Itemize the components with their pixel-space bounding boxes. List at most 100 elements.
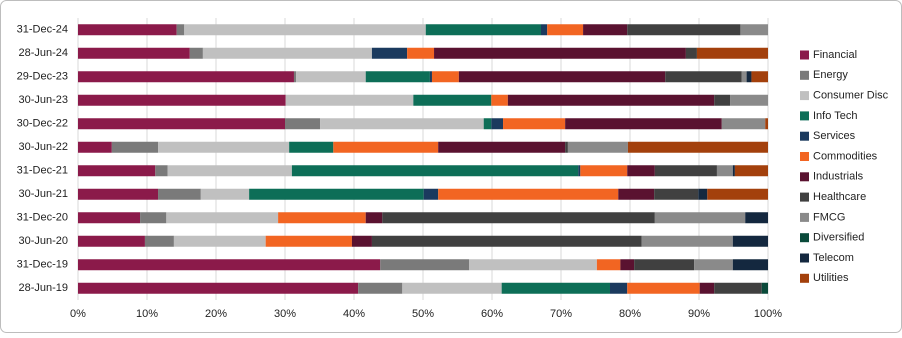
bar-segment bbox=[293, 71, 297, 83]
bar-segment bbox=[627, 282, 700, 294]
bar-segment bbox=[278, 212, 366, 224]
bar-segment bbox=[620, 259, 635, 271]
x-tick-label: 90% bbox=[688, 308, 710, 320]
bar-segment bbox=[407, 47, 435, 59]
bar-segment bbox=[732, 165, 735, 177]
bar-segment bbox=[580, 165, 628, 177]
bar-segment bbox=[291, 165, 579, 177]
x-tick-label: 40% bbox=[343, 308, 365, 320]
legend-label: Commodities bbox=[813, 150, 878, 162]
bar-segment bbox=[741, 71, 747, 83]
bar-segment bbox=[730, 94, 768, 106]
bar-segment bbox=[202, 47, 372, 59]
y-tick-label: 30-Jun-21 bbox=[18, 188, 68, 200]
bar-segment bbox=[200, 188, 250, 200]
bar-segment bbox=[707, 188, 768, 200]
bar-segment bbox=[540, 24, 548, 36]
bar-segment bbox=[654, 165, 717, 177]
legend-swatch bbox=[800, 111, 809, 121]
bar-segment bbox=[503, 118, 566, 130]
bar-segment bbox=[78, 141, 112, 153]
bar-segment bbox=[78, 188, 159, 200]
bar-segment bbox=[78, 24, 177, 36]
legend-label: Services bbox=[813, 130, 856, 142]
bar-segment bbox=[382, 212, 655, 224]
legend-label: Industrials bbox=[813, 171, 864, 183]
y-tick-label: 30-Jun-22 bbox=[18, 141, 68, 153]
bar-segment bbox=[721, 118, 766, 130]
y-tick-label: 31-Dec-20 bbox=[17, 212, 68, 224]
bar-segment bbox=[285, 118, 321, 130]
bar-segment bbox=[365, 71, 430, 83]
bar-segment bbox=[761, 282, 768, 294]
bar-segment bbox=[78, 118, 285, 130]
bar-segment bbox=[78, 282, 359, 294]
legend-swatch bbox=[800, 131, 809, 141]
bar-segment bbox=[654, 188, 699, 200]
x-tick-label: 20% bbox=[205, 308, 227, 320]
bar-segment bbox=[140, 212, 167, 224]
bar-segment bbox=[158, 188, 201, 200]
y-tick-label: 31-Dec-21 bbox=[17, 165, 68, 177]
bar-segment bbox=[740, 24, 768, 36]
bar-segment bbox=[78, 235, 145, 247]
bar-segment bbox=[166, 212, 279, 224]
bar-segment bbox=[565, 141, 568, 153]
bar-segment bbox=[431, 71, 459, 83]
legend-swatch bbox=[800, 273, 809, 283]
bar-segment bbox=[434, 47, 686, 59]
bar-segment bbox=[365, 212, 383, 224]
legend-label: Diversified bbox=[813, 232, 864, 244]
x-tick-label: 0% bbox=[70, 308, 86, 320]
bar-segment bbox=[751, 71, 768, 83]
bar-segment bbox=[413, 94, 492, 106]
bar-segment bbox=[609, 282, 628, 294]
bar-segment bbox=[491, 94, 508, 106]
bar-segment bbox=[694, 259, 733, 271]
bar-segment bbox=[654, 212, 746, 224]
bar-segment bbox=[78, 71, 294, 83]
bar-segment bbox=[189, 47, 203, 59]
bar-segment bbox=[296, 71, 366, 83]
bar-segment bbox=[634, 259, 695, 271]
y-tick-label: 30-Jun-23 bbox=[18, 94, 68, 106]
bar-segment bbox=[380, 259, 470, 271]
y-tick-label: 31-Dec-19 bbox=[17, 259, 68, 271]
bar-segment bbox=[746, 71, 752, 83]
bar-segment bbox=[173, 235, 266, 247]
bar-segment bbox=[627, 24, 741, 36]
bar-segment bbox=[333, 141, 439, 153]
bar-segment bbox=[565, 118, 722, 130]
legend-label: Energy bbox=[813, 69, 848, 81]
bar-segment bbox=[78, 94, 286, 106]
y-tick-label: 28-Jun-19 bbox=[18, 282, 68, 294]
bar-segment bbox=[458, 71, 666, 83]
legend-label: Financial bbox=[813, 49, 857, 61]
legend-swatch bbox=[800, 152, 809, 161]
x-tick-label: 50% bbox=[412, 308, 434, 320]
legend-label: Utilities bbox=[813, 272, 849, 284]
bar-segment bbox=[358, 282, 403, 294]
bar-segment bbox=[714, 282, 762, 294]
bar-segment bbox=[158, 141, 290, 153]
legend-label: FMCG bbox=[813, 211, 845, 223]
legend-swatch bbox=[800, 212, 809, 222]
bar-segment bbox=[627, 141, 768, 153]
bar-segment bbox=[289, 141, 334, 153]
bar-segment bbox=[716, 165, 733, 177]
y-tick-label: 29-Dec-23 bbox=[17, 71, 68, 83]
bar-segment bbox=[641, 235, 733, 247]
bar-segment bbox=[696, 47, 768, 59]
y-tick-label: 30-Jun-20 bbox=[18, 235, 68, 247]
legend-swatch bbox=[800, 91, 809, 101]
bar-segment bbox=[111, 141, 159, 153]
bar-segment bbox=[483, 118, 492, 130]
bar-segment bbox=[501, 282, 610, 294]
bar-segment bbox=[583, 24, 628, 36]
bar-segment bbox=[734, 165, 768, 177]
bar-segment bbox=[425, 24, 541, 36]
bar-segment bbox=[285, 94, 414, 106]
bar-segment bbox=[176, 24, 185, 36]
y-tick-label: 30-Dec-22 bbox=[17, 118, 68, 130]
bar-segment bbox=[596, 259, 621, 271]
